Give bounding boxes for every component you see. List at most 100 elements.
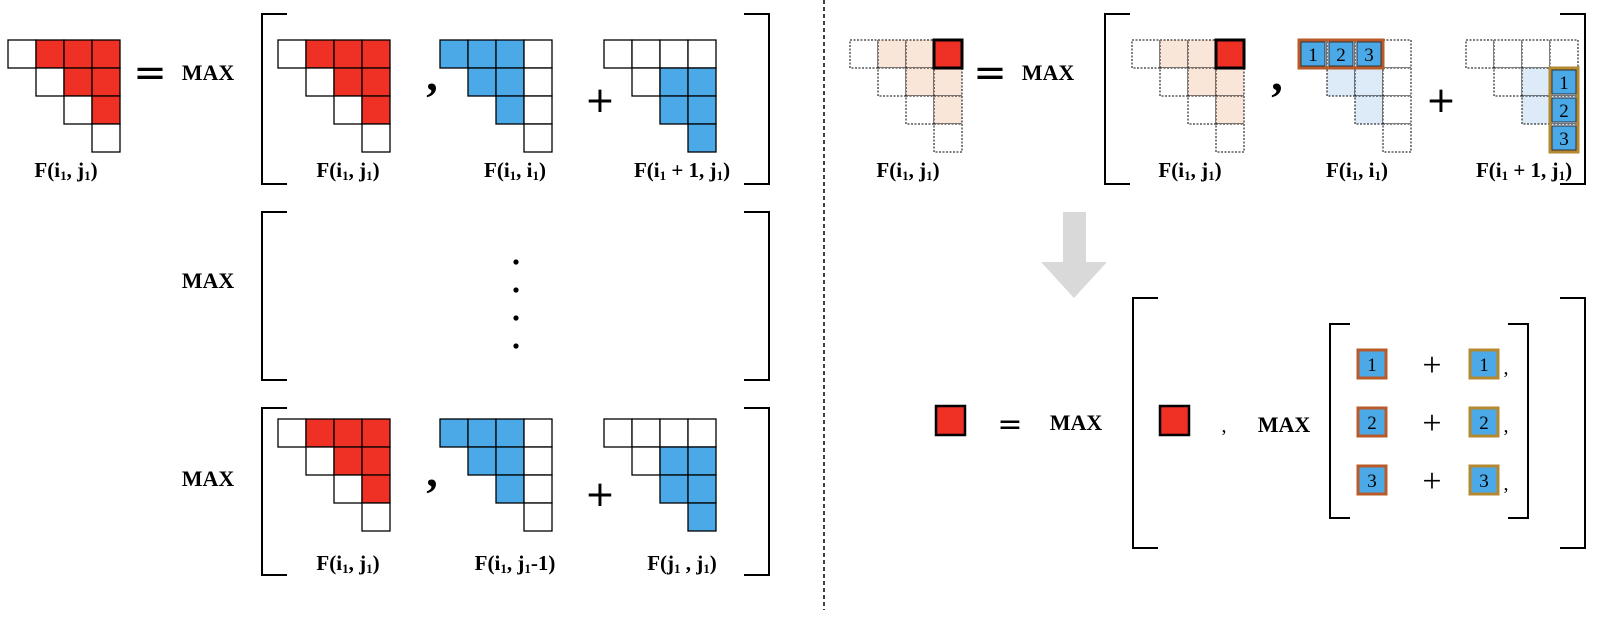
inner-left-bracket	[1329, 323, 1350, 519]
grid-cell	[849, 39, 879, 69]
grid-f-i1-j1-dashed	[1131, 38, 1246, 153]
numbered-cell	[1551, 125, 1577, 151]
grid-cell	[1131, 39, 1161, 69]
grid-cell	[1382, 67, 1412, 97]
grid-cell	[631, 67, 661, 97]
grid-cell	[1159, 67, 1189, 97]
grid-f-i1-j1minus1	[439, 418, 553, 532]
left-bracket	[261, 407, 287, 576]
grid-cell	[1187, 67, 1217, 97]
grid-cell	[1187, 95, 1217, 125]
equals-sign: =	[133, 50, 167, 96]
grid-cell	[933, 123, 963, 153]
grid-cell	[467, 67, 497, 97]
pair-list: 1 +1, 2 +2, 3 +3,	[1356, 347, 1509, 500]
cell-number: 1	[1559, 73, 1569, 94]
comma: ,	[426, 445, 438, 496]
grid-cell	[631, 39, 661, 69]
right-bracket	[744, 407, 770, 576]
pair-right-cell	[1468, 406, 1500, 438]
pair-right-cell	[1468, 348, 1500, 380]
ellipsis-dot	[513, 259, 519, 265]
pair-left-cell	[1356, 406, 1388, 438]
pair-left-cell	[1356, 464, 1388, 496]
grid-cell	[35, 39, 65, 69]
cell-number: 1	[1308, 45, 1318, 66]
max-word: MAX	[182, 466, 235, 491]
plus-sign: +	[585, 474, 615, 515]
result-red-cell	[934, 404, 967, 437]
max-word: MAX	[1022, 60, 1075, 85]
grid-cell	[687, 39, 717, 69]
grid-cell	[495, 474, 525, 504]
grid-cell	[1159, 39, 1189, 69]
grid-cell	[905, 67, 935, 97]
grid-cell	[631, 418, 661, 448]
grid-cell	[333, 67, 363, 97]
grid-cell	[1382, 123, 1412, 153]
grid-cell	[333, 446, 363, 476]
grid-cell	[523, 123, 553, 153]
cell-number: 2	[1336, 45, 1346, 66]
grid-cell	[305, 39, 335, 69]
plus-sign: +	[585, 80, 615, 121]
grid-cell	[523, 39, 553, 69]
max-word: MAX	[1050, 410, 1103, 435]
grid-cell	[603, 418, 633, 448]
current-red-cell	[1158, 404, 1191, 437]
grid-cell	[1354, 67, 1384, 97]
grid-cell	[659, 418, 689, 448]
grid-cell	[91, 95, 121, 125]
grid-cell	[361, 39, 391, 69]
grid-f-j1-j1	[603, 418, 717, 532]
numbered-cell	[1356, 41, 1382, 67]
grid-cell	[1354, 95, 1384, 125]
cell-number: 2	[1559, 101, 1569, 122]
grid-cell	[1493, 39, 1523, 69]
label-f-i1-j1: F(i1, j1)	[316, 158, 379, 183]
grid-cell	[1493, 67, 1523, 97]
grid-cell	[687, 95, 717, 125]
grid-cell	[687, 502, 717, 532]
grid-cell	[333, 474, 363, 504]
grid-cell	[1549, 39, 1579, 69]
grid-cell	[63, 95, 93, 125]
grid-cell	[523, 502, 553, 532]
grid-cell	[1215, 123, 1245, 153]
grid-f-i1-i1	[439, 39, 553, 153]
grid-cell	[63, 39, 93, 69]
grid-cell	[687, 418, 717, 448]
grid-lhs-dashed	[849, 38, 964, 153]
grid-cell	[305, 446, 335, 476]
pair-right-number: 3	[1479, 471, 1489, 492]
grid-cell	[495, 446, 525, 476]
pair-plus-sign: +	[1422, 405, 1441, 442]
vertical-ellipsis	[513, 259, 519, 349]
label-lhs-right: F(i1, j1)	[876, 158, 939, 183]
grid-cell	[361, 474, 391, 504]
label-f-j1-j1: F(j1 , j1)	[647, 551, 717, 576]
grid-cell	[467, 418, 497, 448]
label-f-i1plus1-j1: F(i1 + 1, j1)	[634, 158, 730, 183]
pair-left-cell	[1356, 348, 1388, 380]
grid-cell	[1521, 67, 1551, 97]
grid-cell	[523, 474, 553, 504]
grid-cell	[1215, 67, 1245, 97]
column-highlight	[1548, 66, 1580, 154]
label-f-i1plus1-j1: F(i1 + 1, j1)	[1476, 158, 1572, 183]
label-f-i1-i1: F(i1, i1)	[484, 158, 546, 183]
pair-right-number: 1	[1479, 355, 1489, 376]
equals-sign: =	[997, 407, 1022, 442]
left-bracket	[1132, 297, 1158, 549]
grid-cell	[1382, 39, 1412, 69]
max-word: MAX	[182, 268, 235, 293]
grid-cell	[631, 446, 661, 476]
grid-cell	[495, 418, 525, 448]
grid-cell	[35, 67, 65, 97]
comma: ,	[1222, 415, 1227, 437]
label-f-i1-j1: F(i1, j1)	[316, 551, 379, 576]
grid-cell	[361, 418, 391, 448]
left-bracket	[261, 211, 287, 381]
